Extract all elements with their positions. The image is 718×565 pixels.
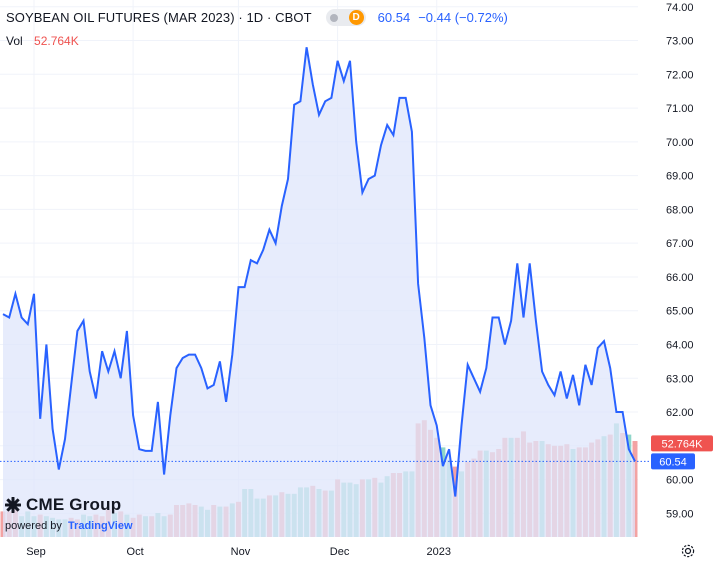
price-tick-label: 68.00	[666, 204, 694, 216]
price-tick-label: 66.00	[666, 272, 694, 284]
chart-title: SOYBEAN OIL FUTURES (MAR 2023) · 1D · CB…	[6, 10, 312, 25]
price-tick-label: 70.00	[666, 137, 694, 149]
price-tick-label: 71.00	[666, 103, 694, 115]
time-tick-label: Oct	[127, 546, 144, 558]
time-axis: Sep Oct Nov Dec 2023	[26, 546, 451, 558]
price-tick-label: 72.00	[666, 69, 694, 81]
volume-value: 52.764K	[34, 34, 79, 48]
volume-label: Vol	[6, 34, 23, 48]
cme-logo[interactable]: CME Group	[4, 495, 121, 515]
last-price: 60.54	[377, 10, 411, 25]
axis-tags: 52.764K 60.54	[651, 435, 713, 470]
price-line	[2, 47, 636, 497]
price-tick-label: 64.00	[666, 339, 694, 351]
price-tick-label: 69.00	[666, 171, 694, 183]
powered-by-text: powered by	[5, 520, 62, 532]
volume-axis-tag-label: 52.764K	[662, 438, 704, 450]
price-tick-label: 60.00	[666, 475, 694, 487]
status-dot-icon	[329, 14, 338, 22]
price-axis-tag-label: 60.54	[659, 456, 687, 468]
price-area	[3, 47, 635, 538]
volume-legend: Vol 52.764K	[6, 34, 79, 48]
cme-logo-icon	[5, 497, 21, 513]
chart-header: SOYBEAN OIL FUTURES (MAR 2023) · 1D · CB…	[6, 9, 508, 26]
delay-badge: D	[348, 10, 364, 25]
settings-icon[interactable]	[680, 543, 696, 559]
price-tick-label: 67.00	[666, 238, 694, 250]
time-tick-label: Sep	[26, 546, 46, 558]
provider-link[interactable]: TradingView	[67, 520, 133, 532]
price-tick-label: 62.00	[666, 407, 694, 419]
time-tick-label: Nov	[231, 546, 251, 558]
price-tick-label: 74.00	[666, 2, 694, 14]
volume-axis-tag	[651, 435, 713, 452]
powered-by[interactable]: powered by TradingView	[5, 520, 133, 532]
interval-toggle[interactable]: D	[325, 9, 366, 26]
price-tick-label: 59.00	[666, 508, 694, 520]
time-tick-label: Dec	[330, 546, 350, 558]
cme-logo-text: CME Group	[26, 495, 122, 514]
price-change: −0.44 (−0.72%)	[418, 10, 508, 25]
time-tick-label: 2023	[426, 546, 450, 558]
price-tick-label: 65.00	[666, 306, 694, 318]
price-tick-label: 73.00	[666, 36, 694, 48]
price-axis-tag	[651, 453, 695, 470]
price-tick-label: 63.00	[666, 373, 694, 385]
